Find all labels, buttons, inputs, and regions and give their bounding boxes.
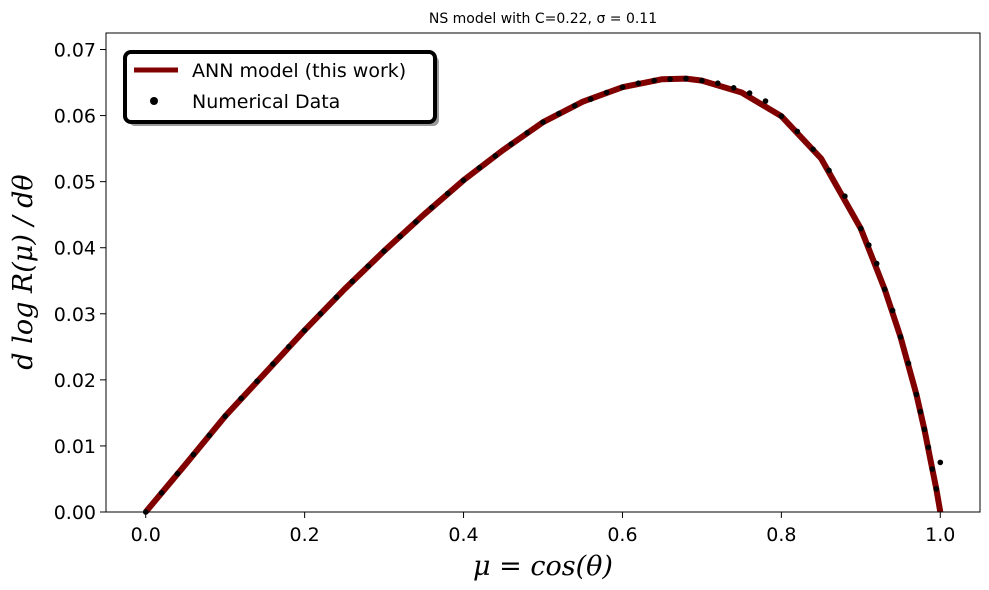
numerical-data-point [699, 77, 705, 84]
legend-label-ann: ANN model (this work) [192, 60, 406, 82]
numerical-data-point [285, 344, 292, 350]
numerical-data-point [349, 278, 356, 285]
y-tick-label: 0.04 [54, 238, 96, 260]
numerical-data-point [810, 146, 816, 153]
y-tick-label: 0.07 [54, 40, 96, 62]
numerical-data-point [222, 413, 228, 420]
numerical-data-point [333, 294, 340, 301]
numerical-data-point [715, 80, 721, 86]
numerical-data-point [413, 219, 419, 225]
numerical-data-point [683, 75, 689, 82]
numerical-data-point [925, 444, 932, 451]
numerical-data-point [317, 311, 324, 317]
numerical-data-point [444, 190, 451, 197]
numerical-data-point [174, 470, 181, 477]
numerical-data-point [913, 391, 920, 398]
x-tick-label: 0.4 [448, 524, 478, 546]
numerical-data-point [881, 286, 888, 293]
numerical-data-point [826, 167, 832, 174]
legend-label-numerical: Numerical Data [192, 91, 340, 113]
plot-frame [105, 32, 981, 513]
numerical-data-point [492, 153, 499, 159]
numerical-data-point [730, 85, 737, 91]
y-axis-label: d log R(μ) / dθ [8, 174, 39, 369]
numerical-data-point [587, 96, 594, 102]
numerical-data-point [921, 426, 928, 433]
x-tick-label: 1.0 [925, 524, 955, 546]
numerical-data-point [619, 84, 626, 90]
numerical-data-point [651, 77, 657, 84]
y-tick-label: 0.01 [54, 436, 96, 458]
numerical-data-point [897, 334, 904, 340]
numerical-data-point [508, 141, 514, 147]
numerical-data-point [397, 233, 403, 240]
legend-box [123, 50, 437, 124]
legend-scatter-swatch [150, 97, 158, 105]
numerical-data-point [556, 110, 562, 117]
y-tick-label: 0.06 [54, 106, 96, 128]
numerical-data-point [540, 119, 546, 125]
numerical-data-point [238, 395, 244, 402]
x-tick-label: 0.2 [290, 524, 320, 546]
numerical-data-point [270, 361, 276, 367]
numerical-data-point [190, 451, 197, 458]
numerical-data-point [937, 459, 944, 466]
numerical-data-point [603, 89, 610, 96]
chart-title: NS model with C=0.22, σ = 0.11 [429, 11, 657, 27]
numerical-data-point [794, 128, 801, 135]
numerical-data-point [254, 378, 260, 385]
numerical-data-point [206, 432, 213, 439]
ann-model-line [143, 75, 944, 514]
x-tick-label: 0.6 [607, 524, 637, 546]
plot-area [142, 75, 944, 515]
numerical-data-point [866, 242, 872, 248]
x-tick-label: 0.8 [766, 524, 796, 546]
numerical-data-point [889, 307, 896, 314]
x-axis: 0.0 0.2 0.4 0.6 0.8 1.0 [131, 512, 955, 546]
numerical-data-point [524, 130, 530, 136]
numerical-data-point [476, 165, 483, 171]
numerical-data-point [158, 490, 165, 496]
numerical-data-point [858, 225, 864, 232]
numerical-data-point [365, 263, 372, 270]
numerical-data-point [905, 360, 912, 367]
y-tick-label: 0.00 [54, 502, 96, 524]
y-tick-label: 0.02 [54, 370, 96, 392]
numerical-data-point [667, 76, 673, 82]
numerical-data-point [917, 408, 924, 415]
y-tick-label: 0.05 [54, 172, 96, 194]
numerical-data-point [933, 486, 940, 492]
numerical-data-point [762, 98, 769, 104]
numerical-data-point [746, 90, 753, 96]
numerical-data-point [929, 466, 936, 472]
numerical-data-point [460, 177, 467, 184]
numerical-data-point [381, 248, 387, 254]
y-axis: 0.00 0.01 0.02 0.03 0.04 0.05 0.06 0.07 [54, 40, 106, 524]
numerical-data-point [572, 102, 578, 109]
legend: ANN model (this work) Numerical Data [123, 50, 439, 126]
numerical-data-point [429, 204, 435, 211]
numerical-data-point [301, 327, 308, 334]
numerical-data-point [842, 193, 848, 199]
x-axis-label: μ = cos(θ) [473, 551, 613, 582]
numerical-data-point [778, 113, 785, 119]
x-tick-label: 0.0 [131, 524, 161, 546]
numerical-data-point [873, 260, 880, 267]
numerical-data-point [635, 80, 642, 86]
y-tick-label: 0.03 [54, 304, 96, 326]
